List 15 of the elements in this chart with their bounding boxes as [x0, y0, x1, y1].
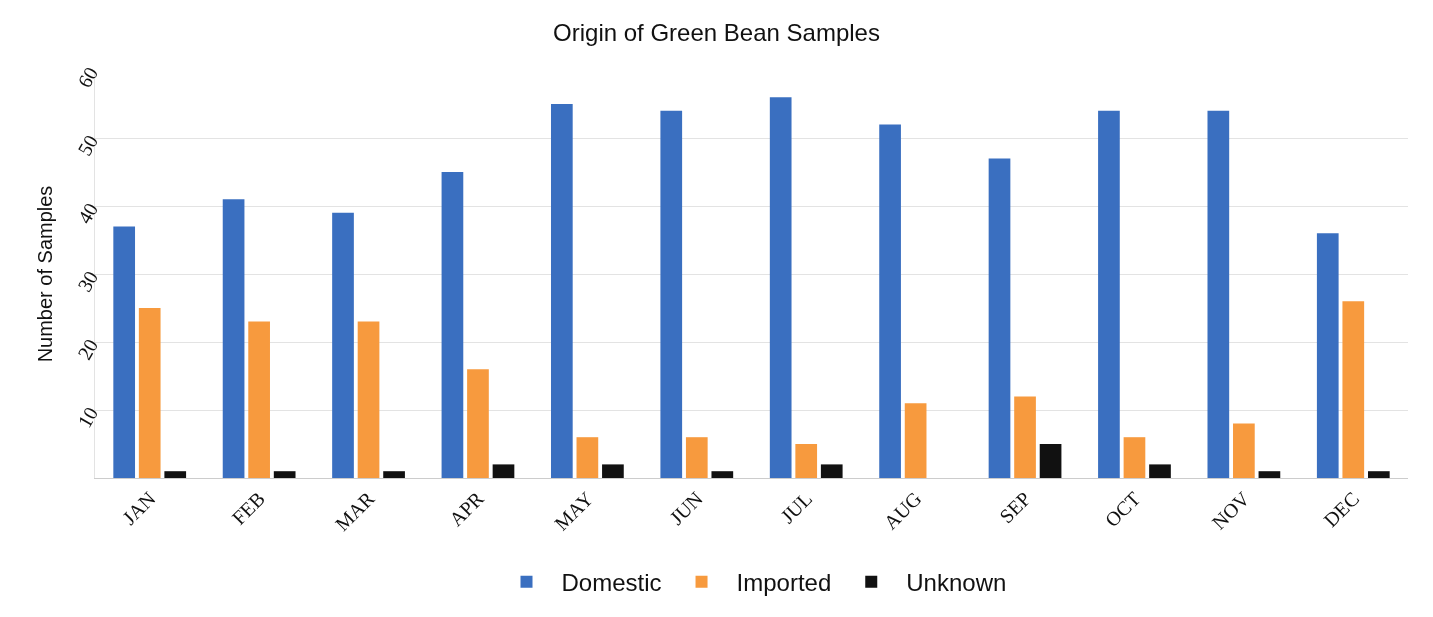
- legend-label: Domestic: [561, 569, 662, 597]
- y-tick-label: 30: [73, 267, 103, 296]
- y-axis-title: Number of Samples: [33, 185, 56, 363]
- y-tick-label: 20: [73, 335, 103, 364]
- chart-title: Origin of Green Bean Samples: [553, 19, 880, 47]
- y-tick-label: 60: [73, 63, 103, 92]
- legend-label: Unknown: [906, 569, 1007, 597]
- y-tick-label: 40: [73, 199, 103, 228]
- y-tick-label: 10: [73, 403, 103, 432]
- legend-label: Imported: [736, 569, 832, 597]
- x-tick-label: APR: [444, 486, 489, 531]
- y-tick-label: 50: [73, 131, 103, 160]
- x-tick-label: SEP: [995, 487, 1035, 528]
- x-tick-label: FEB: [227, 487, 270, 529]
- x-tick-label: JUL: [776, 487, 817, 528]
